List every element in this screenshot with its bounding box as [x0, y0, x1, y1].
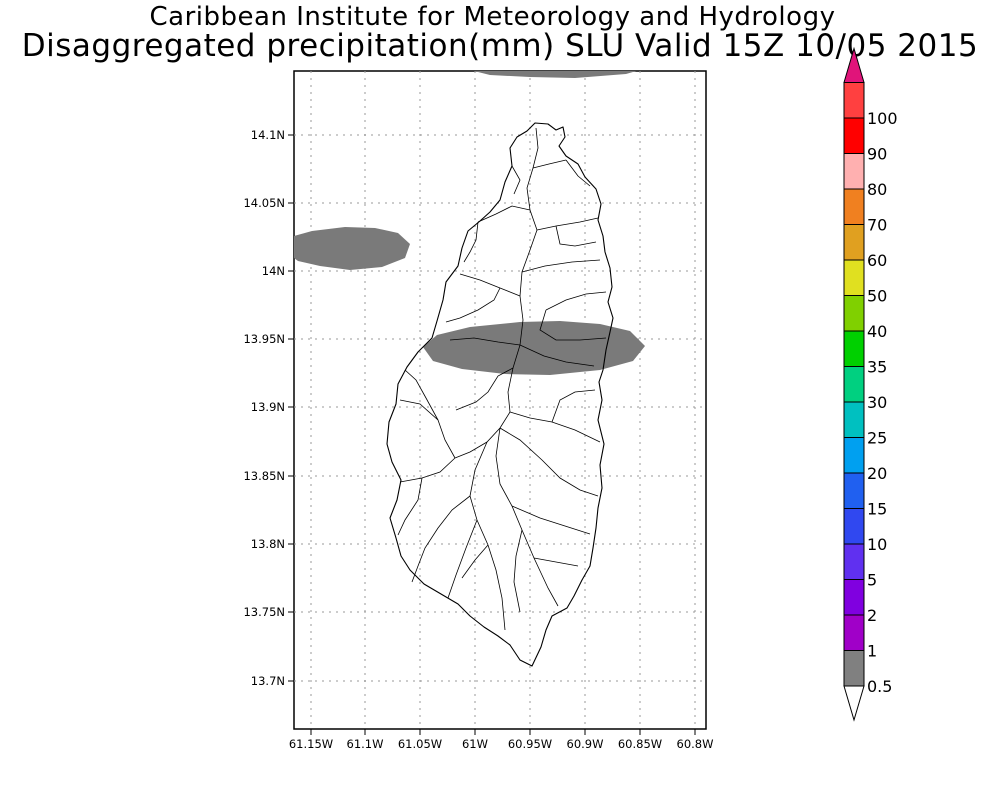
colorbar-label: 90 — [867, 145, 887, 164]
lon-tick-label: 60.95W — [508, 737, 552, 751]
colorbar-segment — [843, 295, 865, 332]
colorbar-segment — [843, 614, 865, 651]
colorbar-segment — [843, 224, 865, 261]
colorbar-label: 50 — [867, 287, 887, 306]
map-frame — [293, 70, 707, 730]
precip-area-west — [294, 227, 410, 270]
island-outline — [386, 122, 614, 667]
colorbar-label: 35 — [867, 358, 887, 377]
colorbar-segment — [843, 401, 865, 438]
colorbar-label: 100 — [867, 109, 898, 128]
lat-tick-label: 14N — [262, 264, 285, 278]
colorbar-label: 2 — [867, 606, 877, 625]
precip-area-north — [474, 71, 637, 78]
colorbar-label: 15 — [867, 500, 887, 519]
x-axis: 61.15W 61.1W 61.05W 61W 60.95W 60.9W 60.… — [289, 729, 714, 751]
colorbar-segment — [843, 472, 865, 509]
chart-subtitle: Disaggregated precipitation(mm) SLU Vali… — [21, 28, 979, 64]
colorbar-label: 25 — [867, 429, 887, 448]
colorbar-bottom-arrow — [843, 685, 865, 722]
colorbar-label: 60 — [867, 251, 887, 270]
watershed-boundaries — [397, 127, 607, 631]
colorbar-segment — [843, 437, 865, 474]
lon-tick-label: 60.85W — [618, 737, 662, 751]
lon-tick-label: 61.05W — [398, 737, 442, 751]
colorbar-segment — [843, 366, 865, 403]
colorbar-segment — [843, 650, 865, 687]
lat-tick-label: 13.7N — [251, 674, 285, 688]
colorbar-label: 80 — [867, 180, 887, 199]
colorbar-segment — [843, 330, 865, 367]
colorbar-segment — [843, 82, 865, 119]
colorbar-top-arrow — [843, 46, 865, 83]
lat-tick-label: 13.95N — [243, 332, 285, 346]
lon-tick-label: 61.15W — [289, 737, 333, 751]
colorbar-label: 30 — [867, 393, 887, 412]
lat-tick-label: 13.9N — [251, 400, 285, 414]
lon-tick-label: 60.8W — [677, 737, 714, 751]
lon-tick-label: 61.1W — [347, 737, 384, 751]
colorbar-segment — [843, 153, 865, 190]
lon-tick-label: 60.9W — [567, 737, 604, 751]
lat-tick-label: 13.85N — [243, 469, 285, 483]
precip-shading — [294, 71, 645, 375]
colorbar-label: 5 — [867, 571, 877, 590]
precip-area-central — [423, 321, 645, 375]
colorbar-segment — [843, 579, 865, 616]
lat-tick-label: 13.75N — [243, 605, 285, 619]
colorbar-label: 0.5 — [867, 677, 892, 696]
colorbar-segment — [843, 259, 865, 296]
colorbar-label: 40 — [867, 322, 887, 341]
lat-tick-label: 13.8N — [251, 537, 285, 551]
colorbar-label: 1 — [867, 642, 877, 661]
lat-tick-label: 14.05N — [243, 196, 285, 210]
y-axis: 14.1N 14.05N 14N 13.95N 13.9N 13.85N 13.… — [243, 128, 294, 688]
lat-tick-label: 14.1N — [251, 128, 285, 142]
colorbar-segment — [843, 188, 865, 225]
colorbar-segment — [843, 543, 865, 580]
colorbar-label: 10 — [867, 535, 887, 554]
colorbar-segment — [843, 117, 865, 154]
lon-tick-label: 61W — [462, 737, 488, 751]
colorbar-segment — [843, 508, 865, 545]
chart-title: Caribbean Institute for Meteorology and … — [149, 2, 836, 32]
colorbar-label: 20 — [867, 464, 887, 483]
colorbar-label: 70 — [867, 216, 887, 235]
